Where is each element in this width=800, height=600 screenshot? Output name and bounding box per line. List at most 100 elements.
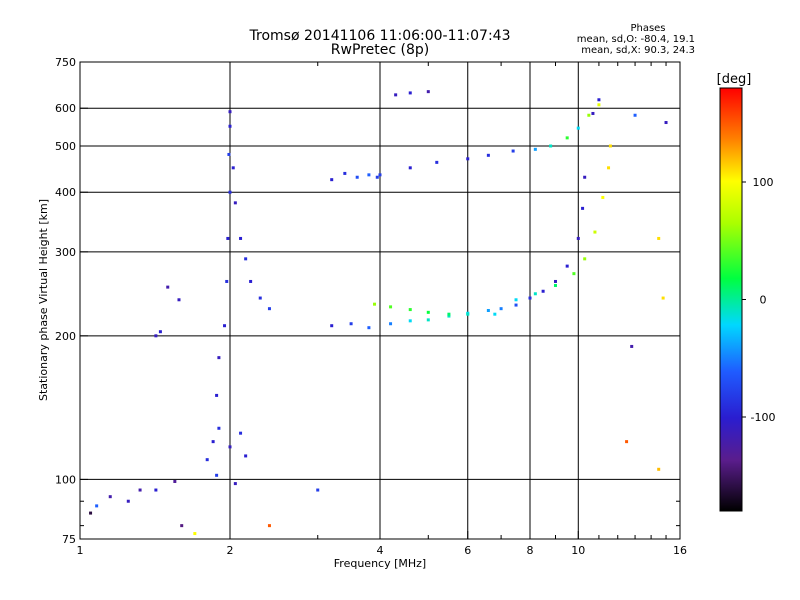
phase-stats-o: mean, sd,O: -80.4, 19.1: [577, 34, 695, 45]
phase-stats-heading: Phases: [630, 23, 665, 34]
y-tick-label: 100: [55, 473, 76, 486]
data-point: [447, 312, 451, 316]
data-point: [389, 322, 393, 326]
y-tick-label: 400: [55, 186, 76, 199]
data-point: [228, 445, 232, 449]
data-point: [227, 152, 231, 156]
x-axis-label: Frequency [MHz]: [334, 557, 426, 570]
data-point: [378, 173, 382, 177]
data-point: [177, 298, 181, 302]
data-point: [664, 121, 668, 125]
colorbar: [719, 87, 743, 512]
data-point: [528, 296, 532, 300]
data-point: [514, 303, 518, 307]
data-point: [466, 312, 470, 316]
data-point: [158, 330, 162, 334]
x-tick-label: 10: [571, 544, 585, 557]
data-point: [657, 467, 661, 471]
data-point: [633, 113, 637, 117]
data-point: [173, 479, 177, 483]
data-point: [154, 488, 158, 492]
data-point: [576, 126, 580, 130]
data-point: [89, 511, 93, 515]
data-point: [205, 458, 209, 462]
y-tick-label: 750: [55, 56, 76, 69]
data-point: [244, 257, 248, 261]
phase-stats-x: mean, sd,X: 90.3, 24.3: [581, 45, 695, 56]
data-point: [514, 298, 518, 302]
data-point: [583, 257, 587, 261]
data-point: [533, 147, 537, 151]
data-point: [408, 91, 412, 95]
data-point: [426, 318, 430, 322]
y-tick-label: 75: [62, 533, 76, 546]
data-point: [572, 272, 576, 276]
data-point: [581, 206, 585, 210]
data-point: [316, 488, 320, 492]
y-tick-label: 600: [55, 102, 76, 115]
data-point: [593, 230, 597, 234]
data-point: [228, 110, 232, 114]
x-tick-label: 6: [464, 544, 471, 557]
data-point: [661, 296, 665, 300]
data-point: [330, 324, 334, 328]
data-point: [597, 98, 601, 102]
chart-title: Tromsø 20141106 11:06:00-11:07:43: [249, 28, 511, 44]
data-point: [239, 431, 243, 435]
data-point: [486, 153, 490, 157]
grid-lines: [80, 62, 680, 539]
data-point: [408, 319, 412, 323]
data-point: [394, 93, 398, 97]
data-point: [607, 166, 611, 170]
y-axis-label: Stationary phase Virtual Height [km]: [37, 199, 50, 401]
plot-frame: [79, 61, 681, 540]
data-point: [330, 178, 334, 182]
data-point: [223, 324, 227, 328]
data-point: [215, 393, 219, 397]
colorbar-tick-label: 100: [753, 176, 774, 189]
data-point: [375, 175, 379, 179]
data-point: [541, 289, 545, 293]
data-point: [267, 524, 271, 528]
data-point: [466, 157, 470, 161]
data-point: [267, 307, 271, 311]
data-point: [597, 103, 601, 107]
data-point: [226, 236, 230, 240]
x-tick-label: 8: [527, 544, 534, 557]
data-point: [373, 302, 377, 306]
data-point: [343, 171, 347, 175]
data-points: [89, 90, 668, 536]
data-point: [95, 504, 99, 508]
colorbar-label: [deg]: [717, 72, 752, 87]
data-point: [608, 144, 612, 148]
data-point: [435, 160, 439, 164]
data-point: [565, 264, 569, 268]
data-point: [630, 344, 634, 348]
data-point: [249, 279, 253, 283]
data-point: [239, 236, 243, 240]
data-point: [180, 524, 184, 528]
data-point: [408, 166, 412, 170]
chart-subtitle: RwPretec (8p): [331, 42, 429, 58]
data-point: [217, 356, 221, 360]
colorbar-ticks: 100 0 -100: [742, 176, 775, 424]
data-point: [587, 113, 591, 117]
data-point: [193, 532, 197, 536]
data-point: [426, 90, 430, 94]
data-point: [576, 236, 580, 240]
data-point: [228, 124, 232, 128]
x-tick-label: 4: [377, 544, 384, 557]
data-point: [367, 326, 371, 330]
data-point: [355, 175, 359, 179]
data-point: [233, 482, 237, 486]
x-tick-label: 1: [77, 544, 84, 557]
x-tick-label: 16: [673, 544, 687, 557]
data-point: [166, 285, 170, 289]
data-point: [231, 166, 235, 170]
data-point: [389, 305, 393, 309]
data-point: [108, 495, 112, 499]
y-tick-label: 500: [55, 140, 76, 153]
data-point: [426, 310, 430, 314]
axis-ticks: 1 2 4 6 8 10 16 75 100 200 300 400 500 600 750: [55, 56, 687, 557]
